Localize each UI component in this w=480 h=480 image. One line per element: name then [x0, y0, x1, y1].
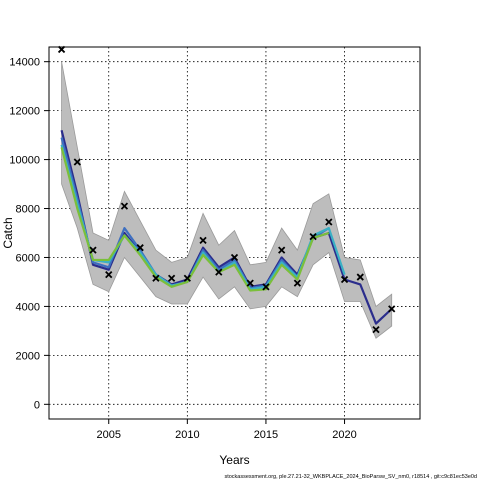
observed-point	[356, 273, 364, 281]
x-axis-ticks: 2005 2010 2015 2020	[96, 419, 357, 441]
observed-point	[325, 218, 333, 226]
y-tick-label: 4000	[16, 301, 40, 313]
point-stroke	[356, 273, 364, 281]
observed-point	[105, 270, 113, 279]
confidence-band-layer	[61, 61, 393, 339]
point-stroke	[372, 326, 380, 334]
observed-point	[152, 274, 160, 282]
point-stroke	[278, 246, 286, 254]
y-tick-label: 6000	[16, 252, 40, 264]
plot-frame	[48, 46, 421, 420]
y-tick-label: 8000	[16, 204, 40, 216]
observed-point	[73, 158, 81, 166]
point-stroke	[309, 233, 317, 241]
y-tick-label: 2000	[16, 350, 40, 362]
y-axis-title: Catch	[1, 217, 15, 248]
observed-point	[215, 268, 223, 276]
point-stroke	[293, 279, 302, 287]
observed-point	[230, 253, 239, 262]
point-stroke	[73, 158, 81, 166]
point-stroke	[120, 202, 129, 210]
point-stroke	[230, 253, 239, 262]
observed-point	[278, 246, 286, 254]
observed-point	[136, 244, 144, 252]
y-axis-ticks: 0 2000 4000 6000 8000 10000 12000 14000	[9, 57, 49, 411]
observed-point	[120, 202, 129, 210]
x-tick-label: 2015	[254, 429, 278, 441]
observed-point	[89, 246, 97, 254]
point-stroke	[388, 305, 396, 313]
point-stroke	[246, 279, 254, 287]
observed-point	[388, 305, 396, 313]
point-stroke	[215, 268, 223, 276]
y-tick-label: 0	[34, 399, 40, 411]
y-tick-label: 12000	[9, 106, 40, 118]
point-stroke	[105, 270, 113, 279]
y-tick-label: 14000	[9, 57, 40, 69]
point-stroke	[136, 244, 144, 252]
x-axis-title: Years	[219, 453, 249, 467]
observed-point	[199, 236, 207, 244]
confidence-band	[61, 61, 393, 339]
point-stroke	[325, 218, 333, 226]
observed-point	[309, 233, 317, 241]
observed-point	[340, 275, 349, 284]
x-tick-label: 2005	[96, 429, 120, 441]
point-stroke	[183, 274, 191, 282]
series-line-4	[60, 147, 330, 292]
x-tick-label: 2020	[332, 429, 356, 441]
series-line-1	[60, 129, 393, 325]
x-tick-label: 2010	[175, 429, 199, 441]
observed-point	[293, 279, 302, 287]
point-stroke	[152, 274, 160, 282]
point-stroke	[167, 274, 176, 282]
point-stroke	[89, 246, 97, 254]
point-stroke	[262, 283, 270, 291]
y-tick-label: 10000	[9, 155, 40, 167]
footnote: stockassessment.org, ple.27.21-32_WKBPLA…	[224, 474, 477, 480]
observed-point	[167, 274, 176, 282]
observed-point	[246, 279, 254, 287]
observed-point	[372, 326, 380, 334]
series-layer	[60, 129, 393, 325]
observed-point	[183, 274, 191, 282]
point-stroke	[199, 236, 207, 244]
observed-point	[262, 283, 270, 291]
point-stroke	[340, 275, 349, 284]
